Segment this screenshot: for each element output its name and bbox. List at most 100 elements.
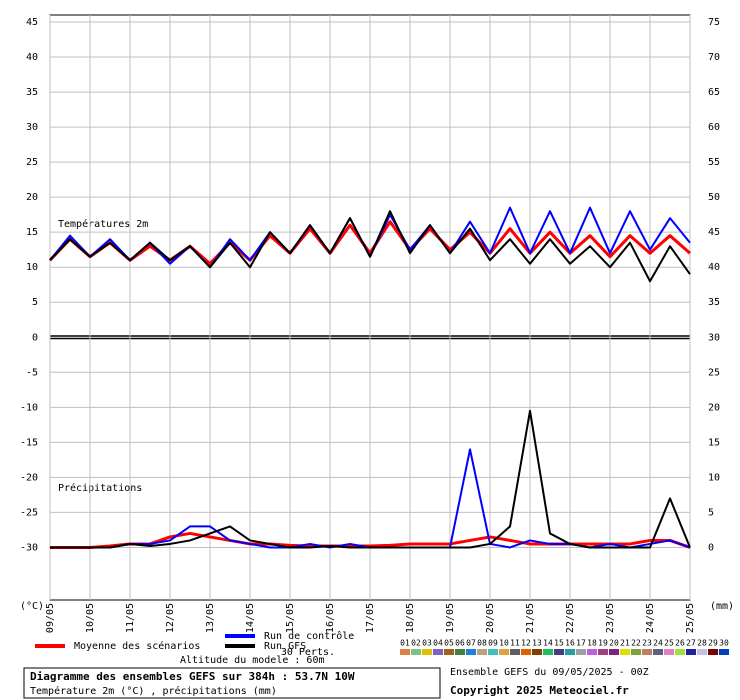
pert-label: 18 (587, 639, 597, 648)
legend-label: Run de contrôle (264, 630, 354, 642)
y-tick-label: 20 (26, 192, 38, 203)
y-tick-label: 30 (26, 122, 38, 133)
pert-label: 10 (499, 639, 509, 648)
pert-swatch (697, 649, 707, 655)
y2-tick-label: 0 (708, 542, 714, 553)
x-tick-label: 25/05 (685, 603, 696, 633)
pert-swatch (576, 649, 586, 655)
pert-label: 13 (532, 639, 542, 648)
pert-label: 30 (719, 639, 729, 648)
precip-line (50, 409, 691, 549)
altitude: Altitude du modele : 60m (180, 655, 325, 666)
run-label: Ensemble GEFS du 09/05/2025 - 00Z (450, 667, 649, 678)
y2-tick-label: 20 (708, 402, 720, 413)
pert-swatch (422, 649, 432, 655)
pert-label: 03 (422, 639, 432, 648)
pert-swatch (444, 649, 454, 655)
y2-tick-label: 25 (708, 367, 720, 378)
pert-label: 22 (631, 639, 641, 648)
pert-swatch (708, 649, 718, 655)
pert-label: 04 (433, 639, 443, 648)
pert-swatch (433, 649, 443, 655)
pert-swatch (719, 649, 729, 655)
pert-label: 20 (609, 639, 619, 648)
y-axis-label: (°C) (20, 601, 44, 612)
y-tick-label: 5 (32, 297, 38, 308)
pert-label: 02 (411, 639, 421, 648)
y-tick-label: 45 (26, 17, 38, 28)
precip-line (50, 531, 691, 549)
subtitle: Température 2m (°C) , précipitations (mm… (30, 685, 277, 697)
y2-tick-label: 70 (708, 52, 720, 63)
y-tick-label: -10 (20, 402, 38, 413)
pert-label: 08 (477, 639, 487, 648)
pert-swatch (532, 649, 542, 655)
y-tick-label: -15 (20, 437, 38, 448)
pert-swatch (499, 649, 509, 655)
x-tick-label: 13/05 (205, 603, 216, 633)
x-tick-label: 19/05 (445, 603, 456, 633)
x-tick-label: 17/05 (365, 603, 376, 633)
pert-label: 06 (455, 639, 465, 648)
y-tick-label: -5 (26, 367, 38, 378)
y-tick-label: -30 (20, 542, 38, 553)
copyright: Copyright 2025 Meteociel.fr (450, 684, 629, 697)
pert-swatch (620, 649, 630, 655)
pert-swatch (411, 649, 421, 655)
pert-swatch (400, 649, 410, 655)
legend-label: Moyenne des scénarios (74, 640, 200, 652)
pert-label: 16 (565, 639, 575, 648)
pert-label: 14 (543, 639, 553, 648)
pert-label: 24 (653, 639, 663, 648)
y-tick-label: 10 (26, 262, 38, 273)
y-tick-label: 35 (26, 87, 38, 98)
pert-swatch (477, 649, 487, 655)
pert-label: 11 (510, 639, 520, 648)
pert-swatch (543, 649, 553, 655)
pert-label: 27 (686, 639, 696, 648)
pert-swatch (642, 649, 652, 655)
y2-tick-label: 50 (708, 192, 720, 203)
pert-label: 12 (521, 639, 531, 648)
y-tick-label: -20 (20, 472, 38, 483)
pert-swatch (653, 649, 663, 655)
precip-label: Précipitations (58, 482, 142, 494)
x-tick-label: 09/05 (45, 603, 56, 633)
pert-swatch (664, 649, 674, 655)
pert-swatch (598, 649, 608, 655)
y-tick-label: 0 (32, 332, 38, 343)
x-tick-label: 14/05 (245, 603, 256, 633)
y2-tick-label: 15 (708, 437, 720, 448)
x-tick-label: 10/05 (85, 603, 96, 633)
pert-label: 29 (708, 639, 718, 648)
x-tick-label: 22/05 (565, 603, 576, 633)
x-tick-label: 18/05 (405, 603, 416, 633)
y2-tick-label: 30 (708, 332, 720, 343)
title: Diagramme des ensembles GEFS sur 384h : … (30, 670, 355, 683)
x-tick-label: 23/05 (605, 603, 616, 633)
y-tick-label: 15 (26, 227, 38, 238)
temperature-line (49, 210, 691, 283)
y-tick-label: 40 (26, 52, 38, 63)
y2-tick-label: 55 (708, 157, 720, 168)
y2-tick-label: 40 (708, 262, 720, 273)
x-tick-label: 24/05 (645, 603, 656, 633)
pert-swatch (521, 649, 531, 655)
legend-label: Run GFS (264, 641, 306, 652)
temp-label: Températures 2m (58, 218, 148, 230)
pert-swatch (565, 649, 575, 655)
pert-swatch (466, 649, 476, 655)
pert-label: 15 (554, 639, 564, 648)
pert-label: 05 (444, 639, 454, 648)
pert-label: 26 (675, 639, 685, 648)
pert-label: 25 (664, 639, 674, 648)
pert-label: 21 (620, 639, 630, 648)
pert-swatch (631, 649, 641, 655)
y-tick-label: -25 (20, 507, 38, 518)
pert-label: 07 (466, 639, 476, 648)
pert-swatch (510, 649, 520, 655)
pert-label: 19 (598, 639, 608, 648)
pert-label: 01 (400, 639, 410, 648)
pert-label: 17 (576, 639, 586, 648)
x-tick-label: 20/05 (485, 603, 496, 633)
